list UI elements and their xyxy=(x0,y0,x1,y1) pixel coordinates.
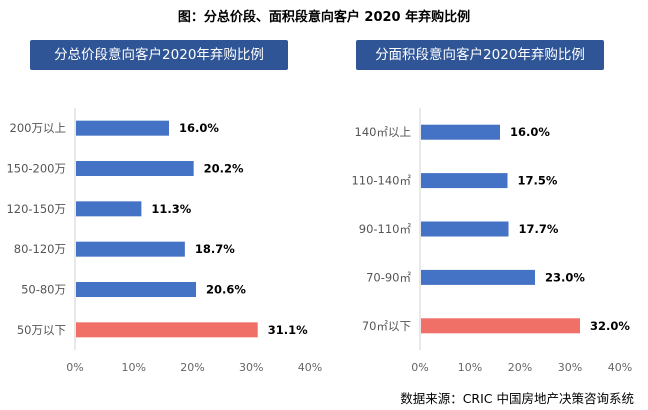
left-x-tick-3: 30% xyxy=(239,361,263,374)
right-value-label-3: 23.0% xyxy=(545,270,585,284)
left-chart-title: 分总价段意向客户2020年弃购比例 xyxy=(30,40,288,70)
right-bar-2 xyxy=(421,221,509,237)
left-x-tick-4: 40% xyxy=(298,361,322,374)
right-category-label-1: 110-140㎡ xyxy=(351,174,411,188)
right-bar-4 xyxy=(421,318,580,334)
right-x-tick-1: 10% xyxy=(458,361,482,374)
left-category-label-4: 50-80万 xyxy=(21,283,66,297)
left-bar-4 xyxy=(76,282,197,297)
left-x-tick-0: 0% xyxy=(66,361,83,374)
right-x-tick-3: 30% xyxy=(558,361,582,374)
left-value-label-3: 18.7% xyxy=(195,242,235,256)
right-x-tick-4: 40% xyxy=(608,361,632,374)
right-value-label-1: 17.5% xyxy=(518,174,558,188)
left-value-label-4: 20.6% xyxy=(206,283,246,297)
left-category-label-2: 120-150万 xyxy=(6,202,66,216)
right-bar-1 xyxy=(421,173,508,189)
left-bar-3 xyxy=(76,241,185,257)
left-value-label-5: 31.1% xyxy=(268,323,308,337)
left-value-label-2: 11.3% xyxy=(151,202,191,216)
right-bar-0 xyxy=(421,124,500,140)
left-x-tick-2: 20% xyxy=(180,361,204,374)
right-category-label-2: 90-110㎡ xyxy=(359,222,412,236)
right-value-label-2: 17.7% xyxy=(519,222,559,236)
right-bar-3 xyxy=(421,269,535,285)
left-category-label-5: 50万以下 xyxy=(17,323,66,337)
left-category-label-3: 80-120万 xyxy=(14,242,66,256)
left-bar-1 xyxy=(76,161,194,176)
left-category-label-0: 200万以上 xyxy=(10,121,66,135)
right-category-label-3: 70-90㎡ xyxy=(366,270,411,284)
left-x-tick-1: 10% xyxy=(122,361,146,374)
right-value-label-4: 32.0% xyxy=(590,319,630,333)
right-x-tick-0: 0% xyxy=(411,361,428,374)
figure-title: 图：分总价段、面积段意向客户 2020 年弃购比例 xyxy=(177,10,471,25)
left-bar-2 xyxy=(76,201,142,217)
left-value-label-0: 16.0% xyxy=(179,121,219,135)
right-chart-title: 分面积段意向客户2020年弃购比例 xyxy=(356,40,604,70)
source-note: 数据来源：CRIC 中国房地产决策咨询系统 xyxy=(400,391,634,406)
left-category-label-1: 150-200万 xyxy=(6,162,66,176)
right-value-label-0: 16.0% xyxy=(510,125,550,139)
right-x-tick-2: 20% xyxy=(508,361,532,374)
left-bar-0 xyxy=(76,120,169,136)
left-bar-5 xyxy=(76,322,258,338)
left-value-label-1: 20.2% xyxy=(204,162,244,176)
right-category-label-4: 70㎡以下 xyxy=(362,319,411,333)
right-category-label-0: 140㎡以上 xyxy=(355,125,411,139)
